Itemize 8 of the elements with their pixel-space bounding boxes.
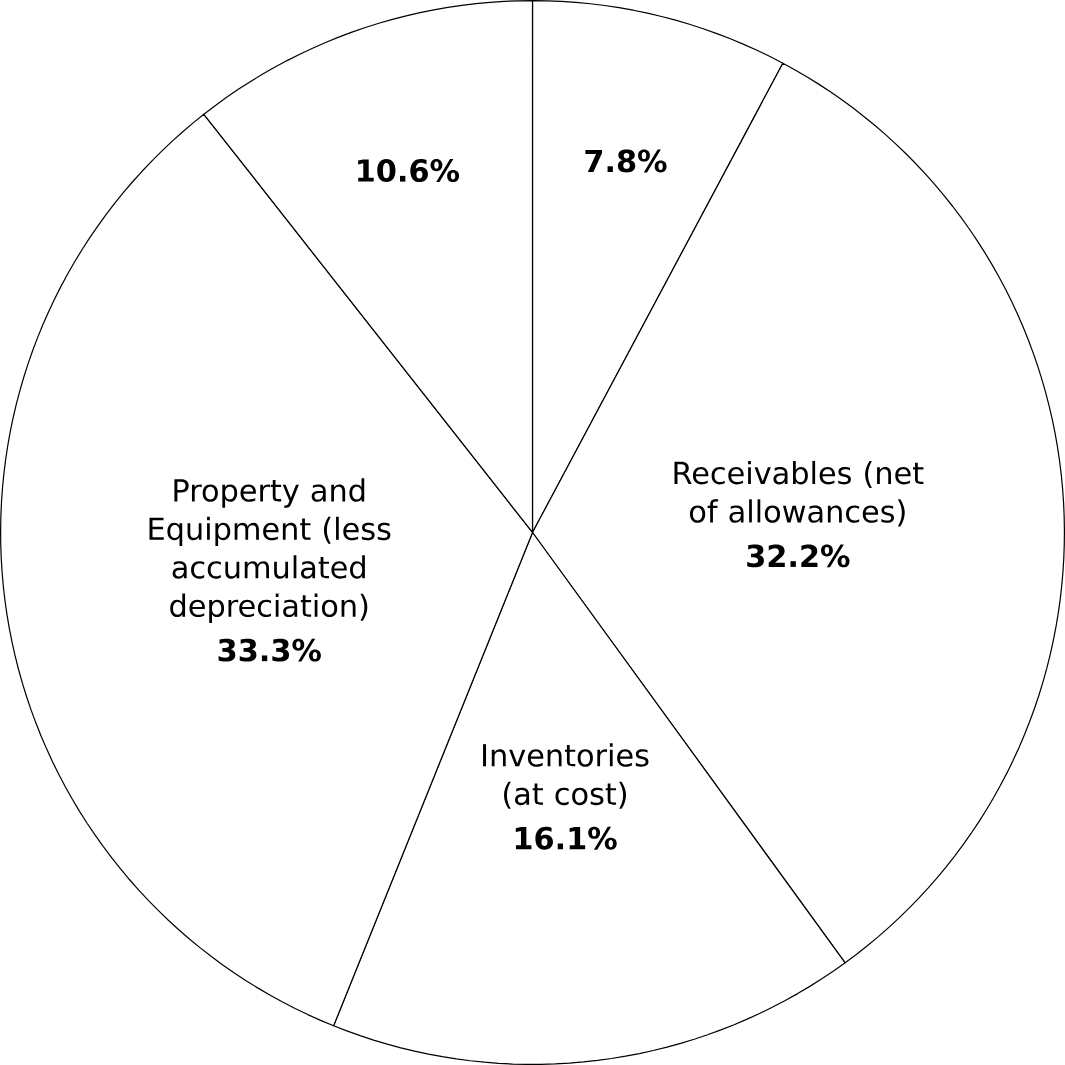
slice-label: Property and Equipment (less accumulated depreciation) — [149, 478, 391, 623]
data-label: 33.3% — [218, 638, 321, 662]
data-label: 7.8% — [585, 149, 667, 173]
slice-label: Receivables (net of allowances) — [674, 460, 924, 527]
data-label: 32.2% — [747, 544, 850, 568]
data-label: 16.1% — [515, 826, 617, 850]
data-label: 10.6% — [358, 159, 459, 183]
slice-label: Inventories (at cost) — [483, 743, 649, 809]
